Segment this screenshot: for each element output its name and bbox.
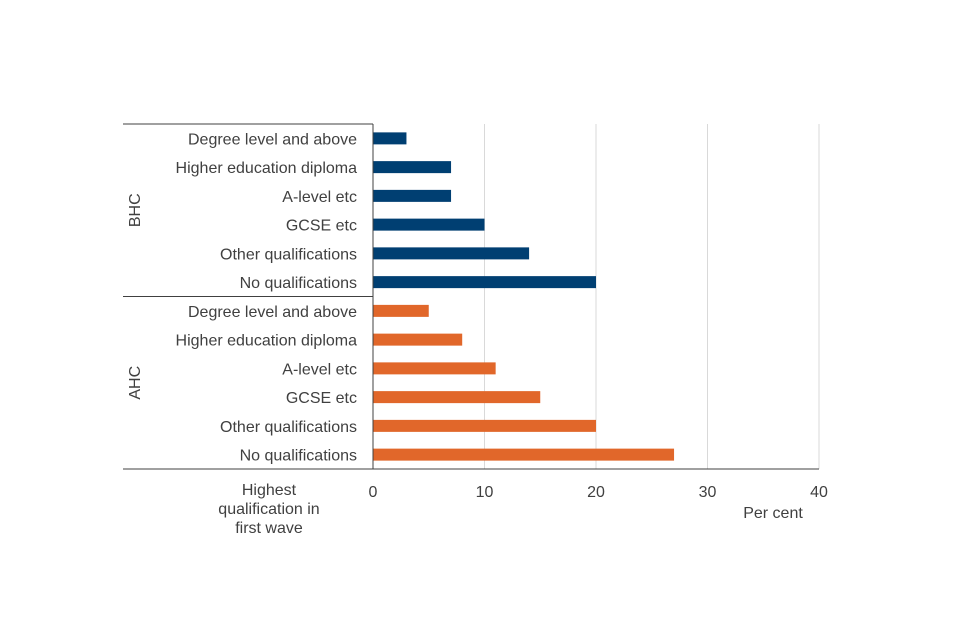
bar-ahc-6	[373, 448, 675, 461]
group-label-ahc: AHC	[127, 366, 144, 400]
bar-ahc-3	[373, 362, 496, 375]
x-axis-title: Per cent	[743, 505, 803, 522]
x-tick-label: 20	[587, 484, 605, 501]
category-label: Degree level and above	[188, 304, 357, 321]
gridlines	[484, 124, 820, 469]
axis-frame	[123, 123, 819, 470]
bar-bhc-1	[373, 132, 407, 145]
bar-bhc-3	[373, 189, 452, 202]
category-label: No qualifications	[240, 275, 357, 292]
category-labels: Degree level and above Higher education d…	[176, 131, 358, 464]
category-label: A-level etc	[282, 189, 357, 206]
bar-ahc-4	[373, 391, 541, 404]
x-tick-label: 10	[476, 484, 494, 501]
x-tick-label: 40	[810, 484, 828, 501]
x-tick-label: 30	[699, 484, 717, 501]
group-labels: BHC AHC	[127, 193, 144, 399]
category-label: A-level etc	[282, 361, 357, 378]
category-label: Other qualifications	[220, 246, 357, 263]
category-label: GCSE etc	[286, 218, 357, 235]
category-label: Higher education diploma	[176, 333, 358, 350]
bar-bhc-6	[373, 276, 596, 289]
bar-bhc-2	[373, 161, 452, 174]
category-label: Other qualifications	[220, 419, 357, 436]
bar-bhc-4	[373, 218, 485, 231]
y-axis-title: Highest qualification in first wave	[218, 482, 319, 537]
group-label-bhc: BHC	[127, 193, 144, 227]
x-tick-labels: 0 10 20 30 40	[369, 484, 828, 501]
bar-bhc-5	[373, 247, 530, 260]
category-label: No qualifications	[240, 448, 357, 465]
category-label: GCSE etc	[286, 390, 357, 407]
bar-ahc-2	[373, 333, 463, 346]
bar-ahc-1	[373, 304, 429, 317]
category-label: Degree level and above	[188, 131, 357, 148]
bars	[373, 132, 675, 461]
x-tick-label: 0	[369, 484, 378, 501]
category-label: Higher education diploma	[176, 160, 358, 177]
bar-ahc-5	[373, 419, 596, 432]
